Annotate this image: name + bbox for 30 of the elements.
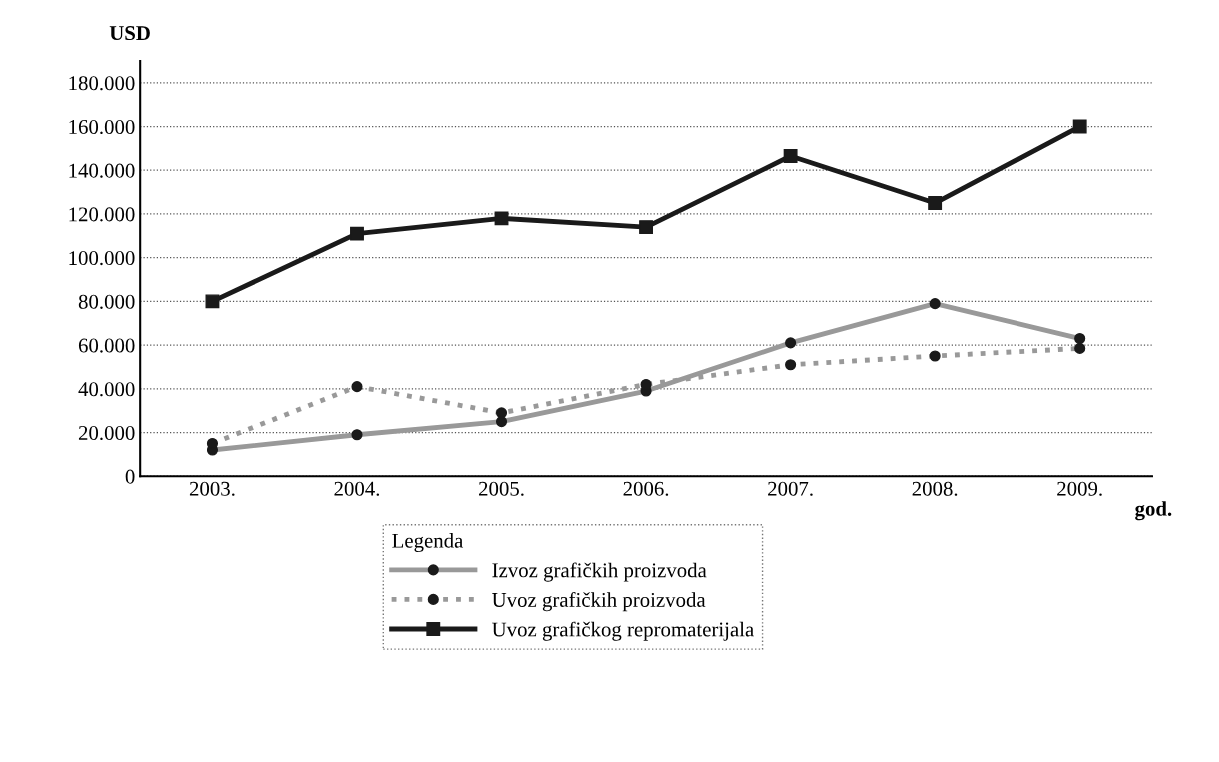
x-tick-label: 2005. [479,481,524,496]
y-tick-label: 100.000 [69,251,135,266]
y-tick-label: 180.000 [69,76,135,91]
legend-title: Legenda [392,533,464,553]
legend-label: Izvoz grafičkih proizvoda [492,562,707,582]
point [783,149,798,163]
y-tick-label: 60.000 [78,338,135,353]
x-tick-label: 2007. [768,481,813,496]
x-axis-title: god. [1135,501,1172,521]
point [350,226,364,241]
point [1072,119,1087,134]
point [205,294,220,309]
y-tick-label: 0 [125,469,135,484]
y-tick-label: 40.000 [78,382,135,397]
legend-label: Uvoz grafičkih proizvoda [492,592,706,612]
y-axis-title: USD [109,26,150,41]
x-tick-label: 2004. [334,481,380,496]
x-tick-label: 2003. [189,481,235,496]
y-tick-label: 20.000 [78,425,135,441]
y-tick-label: 160.000 [69,119,135,135]
point [494,211,509,226]
legend-label: Uvoz grafičkog repromaterijala [492,621,754,641]
x-tick-label: 2009. [1057,481,1102,496]
point [639,220,654,235]
x-tick-label: 2006. [623,481,669,496]
y-tick-label: 80.000 [78,294,135,309]
y-tick-label: 120.000 [69,207,135,222]
point [928,196,943,210]
y-tick-label: 140.000 [69,163,135,178]
x-tick-label: 2008. [912,481,958,496]
